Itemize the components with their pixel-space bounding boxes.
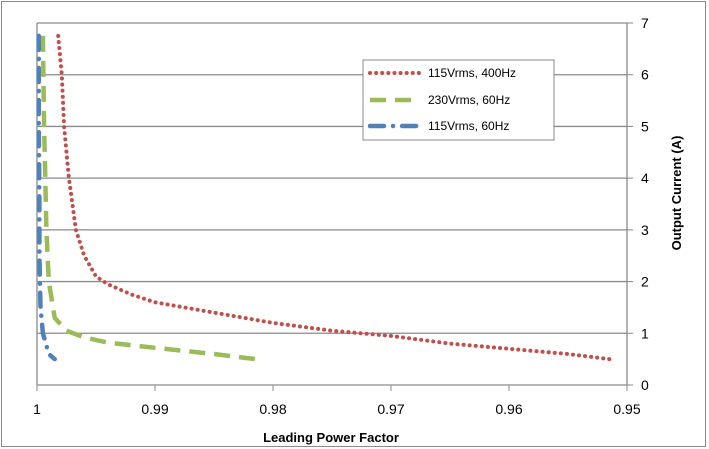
- y-tick-label: 4: [641, 170, 649, 186]
- y-tick-label: 3: [641, 222, 649, 238]
- x-tick-label: 0.98: [259, 401, 286, 417]
- series-line-230vrms-60hz: [40, 35, 256, 362]
- tick-labels: 0 1 2 3 4 5 6 7 1 0.99 0.98 0.97 0.96 0.95: [33, 15, 649, 417]
- series-lines: [36, 33, 612, 362]
- legend-label-115vrms-60hz: 115Vrms, 60Hz: [428, 119, 509, 133]
- x-tick-label: 0.96: [495, 401, 522, 417]
- y-tick-label: 0: [641, 377, 649, 393]
- series-line-115vrms-400hz: [56, 33, 612, 362]
- legend-label-115vrms-400hz: 115Vrms, 400Hz: [428, 66, 516, 80]
- y-tick-label: 5: [641, 118, 649, 134]
- legend: 115Vrms, 400Hz 230Vrms, 60Hz 115Vrms, 60…: [362, 59, 555, 141]
- x-tick-label: 1: [33, 401, 41, 417]
- x-tick-label: 0.99: [141, 401, 168, 417]
- y-tick-label: 1: [641, 325, 649, 341]
- y-tick-label: 2: [641, 274, 649, 290]
- x-axis-title: Leading Power Factor: [263, 430, 399, 445]
- x-tick-label: 0.95: [613, 401, 640, 417]
- x-tick-label: 0.97: [377, 401, 404, 417]
- y-tick-label: 7: [641, 15, 649, 31]
- legend-label-230vrms-60hz: 230Vrms, 60Hz: [428, 93, 510, 107]
- series-line-115vrms-60hz: [36, 33, 57, 362]
- y-tick-label: 6: [641, 67, 649, 83]
- y-axis-title: Output Current (A): [669, 136, 684, 251]
